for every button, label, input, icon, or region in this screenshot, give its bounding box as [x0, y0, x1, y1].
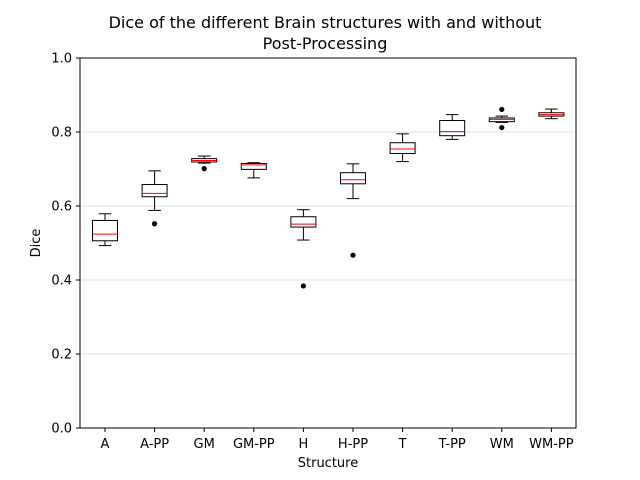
y-axis-label: Dice: [29, 229, 44, 258]
iqr-box: [340, 172, 366, 185]
y-axis: 0.0 0.2 0.4 0.6 0.8 1.0: [51, 52, 80, 437]
chart-title-line-2: Post-Processing: [263, 34, 388, 53]
y-tick-label: 0.2: [51, 348, 72, 363]
box-h-pp: [340, 163, 366, 258]
x-tick-label-a: A: [101, 437, 110, 452]
box-wm: [488, 106, 515, 131]
x-tick-label-t: T: [398, 437, 407, 452]
x-tick-label-gm: GM: [194, 437, 215, 452]
iqr-box: [439, 120, 466, 137]
box-gm: [191, 155, 218, 172]
x-tick-label-a-pp: A-PP: [140, 437, 169, 452]
y-tick-label: 1.0: [51, 52, 72, 67]
outlier-point: [350, 252, 356, 258]
iqr-box: [141, 184, 168, 198]
x-tick-label-t-pp: T-PP: [438, 437, 466, 452]
y-tick-label: 0.8: [51, 126, 72, 141]
x-axis-label: Structure: [298, 456, 358, 471]
box-gm-pp: [240, 162, 267, 179]
box-a-pp: [141, 170, 168, 227]
iqr-box: [290, 216, 317, 228]
x-tick-label-wm-pp: WM-PP: [529, 437, 574, 452]
box-wm-pp: [538, 108, 565, 120]
iqr-box: [389, 142, 416, 154]
outlier-point: [300, 283, 306, 289]
x-tick-label-wm: WM: [490, 437, 514, 452]
y-tick-label: 0.4: [51, 274, 72, 289]
x-tick-label-h-pp: H-PP: [338, 437, 368, 452]
outlier-point: [201, 166, 207, 172]
x-tick-label-gm-pp: GM-PP: [233, 437, 275, 452]
x-tick-label-h: H: [299, 437, 309, 452]
outlier-point: [152, 221, 158, 227]
iqr-box: [92, 219, 118, 242]
box-a: [92, 213, 118, 247]
box-t-pp: [439, 114, 466, 140]
chart-title-line-1: Dice of the different Brain structures w…: [109, 13, 542, 32]
iqr-box: [240, 162, 267, 170]
plot-frame: [79, 57, 577, 429]
box-h: [290, 209, 317, 289]
y-tick-label: 0.6: [51, 200, 72, 215]
outlier-point: [499, 124, 505, 131]
box-t: [389, 133, 416, 163]
y-tick-label: 0.0: [51, 422, 72, 437]
boxes: [92, 106, 565, 289]
grid-lines: [80, 131, 576, 355]
outlier-point: [499, 106, 505, 113]
x-axis: A A-PP GM GM-PP H H-PP T T-PP WM WM-PP: [101, 428, 574, 452]
